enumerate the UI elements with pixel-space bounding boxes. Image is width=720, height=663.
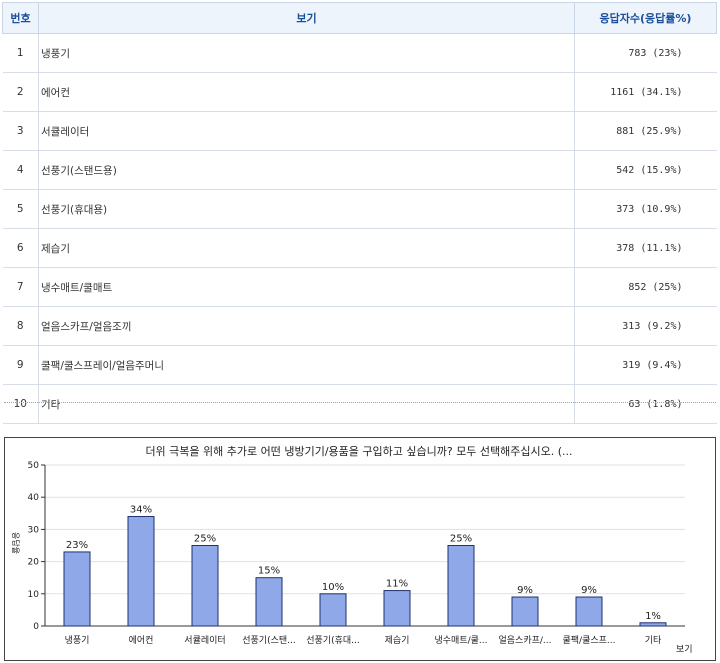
results-table: 번호 보기 응답자수(응답률%) 1 냉풍기 783 (23%) 2 에어컨 1161 (… [2,2,717,424]
row-count: 313 (9.2%) [574,306,717,346]
x-tick-label: 얼음스카프/... [498,635,551,646]
y-tick-label: 20 [28,558,40,568]
data-label: 25% [194,534,216,545]
table-row: 7 냉수매트/쿨매트 852 (25%) [2,267,717,307]
row-count: 881 (25.9%) [574,111,717,151]
table-body: 1 냉풍기 783 (23%) 2 에어컨 1161 (34.1%) 3 서큘레이터 881 (… [2,33,717,424]
x-tick-label: 에어컨 [129,635,154,646]
header-option: 보기 [38,2,575,34]
x-tick-label: 선풍기(휴대... [306,635,360,646]
chart-panel: 더위 극복을 위해 추가로 어떤 냉방기기/용품을 구입하고 싶습니까? 모두 … [4,437,716,661]
row-number: 9 [2,345,39,385]
row-number: 3 [2,111,39,151]
bar [639,622,667,627]
row-count: 1161 (34.1%) [574,72,717,112]
y-tick-label: 0 [33,622,39,632]
y-axis-label: 응답율 [11,532,21,554]
y-tick-label: 50 [28,461,40,471]
bar [319,593,347,627]
x-tick-label: 냉풍기 [65,635,90,646]
x-tick-label: 쿨팩/쿨스프... [562,635,615,646]
x-tick-label: 선풍기(스탠... [242,635,296,646]
y-tick-label: 10 [28,590,40,600]
data-label: 23% [66,540,88,551]
bar [383,590,411,627]
x-tick-label: 서큘레이터 [184,635,225,646]
row-count: 783 (23%) [574,33,717,73]
bar-layer: 23% 34% 25% 15% 10% 11% 25% 9% 9% 1% [63,505,667,627]
bar [127,516,155,627]
bar-chart: 더위 극복을 위해 추가로 어떤 냉방기기/용품을 구입하고 싶습니까? 모두 … [11,444,693,655]
row-count: 378 (11.1%) [574,228,717,268]
data-label: 9% [581,585,597,596]
row-option: 냉수매트/쿨매트 [38,267,575,307]
row-number: 10 [2,384,39,424]
table-row: 3 서큘레이터 881 (25.9%) [2,111,717,151]
row-count: 63 (1.8%) [574,384,717,424]
table-row: 2 에어컨 1161 (34.1%) [2,72,717,112]
table-row: 4 선풍기(스탠드용) 542 (15.9%) [2,150,717,190]
row-number: 1 [2,33,39,73]
row-option: 냉풍기 [38,33,575,73]
data-label: 15% [258,566,280,577]
data-label: 25% [450,534,472,545]
table-row: 5 선풍기(휴대용) 373 (10.9%) [2,189,717,229]
table-row: 8 얼음스카프/얼음조끼 313 (9.2%) [2,306,717,346]
chart-title: 더위 극복을 위해 추가로 어떤 냉방기기/용품을 구입하고 싶습니까? 모두 … [145,444,572,458]
row-option: 에어컨 [38,72,575,112]
bar [255,577,283,627]
row-option: 선풍기(휴대용) [38,189,575,229]
section-divider [4,402,716,403]
row-option: 얼음스카프/얼음조끼 [38,306,575,346]
row-count: 542 (15.9%) [574,150,717,190]
row-option: 기타 [38,384,575,424]
bar [63,551,91,627]
bar [447,545,475,627]
data-label: 11% [386,579,408,590]
header-count: 응답자수(응답률%) [574,2,717,34]
bar [575,596,603,627]
bar [511,596,539,627]
table-row: 6 제습기 378 (11.1%) [2,228,717,268]
table-row: 10 기타 63 (1.8%) [2,384,717,424]
x-tick-label: 제습기 [385,635,410,646]
table-row: 1 냉풍기 783 (23%) [2,33,717,73]
row-number: 6 [2,228,39,268]
data-label: 9% [517,585,533,596]
bar [191,545,219,627]
x-axis-label: 보기 [676,644,693,655]
row-option: 서큘레이터 [38,111,575,151]
row-number: 7 [2,267,39,307]
row-option: 쿨팩/쿨스프레이/얼음주머니 [38,345,575,385]
row-option: 제습기 [38,228,575,268]
header-num: 번호 [2,2,39,34]
y-tick-label: 40 [28,493,40,503]
row-count: 852 (25%) [574,267,717,307]
data-label: 1% [645,611,661,622]
table-header-row: 번호 보기 응답자수(응답률%) [2,2,717,34]
x-tick-label: 냉수매트/쿨... [434,635,487,646]
y-tick-label: 30 [28,525,40,535]
table-row: 9 쿨팩/쿨스프레이/얼음주머니 319 (9.4%) [2,345,717,385]
row-count: 319 (9.4%) [574,345,717,385]
row-number: 4 [2,150,39,190]
x-tick-label: 기타 [645,635,662,646]
row-number: 5 [2,189,39,229]
row-count: 373 (10.9%) [574,189,717,229]
row-option: 선풍기(스탠드용) [38,150,575,190]
row-number: 8 [2,306,39,346]
data-label: 34% [130,505,152,516]
data-label: 10% [322,582,344,593]
row-number: 2 [2,72,39,112]
